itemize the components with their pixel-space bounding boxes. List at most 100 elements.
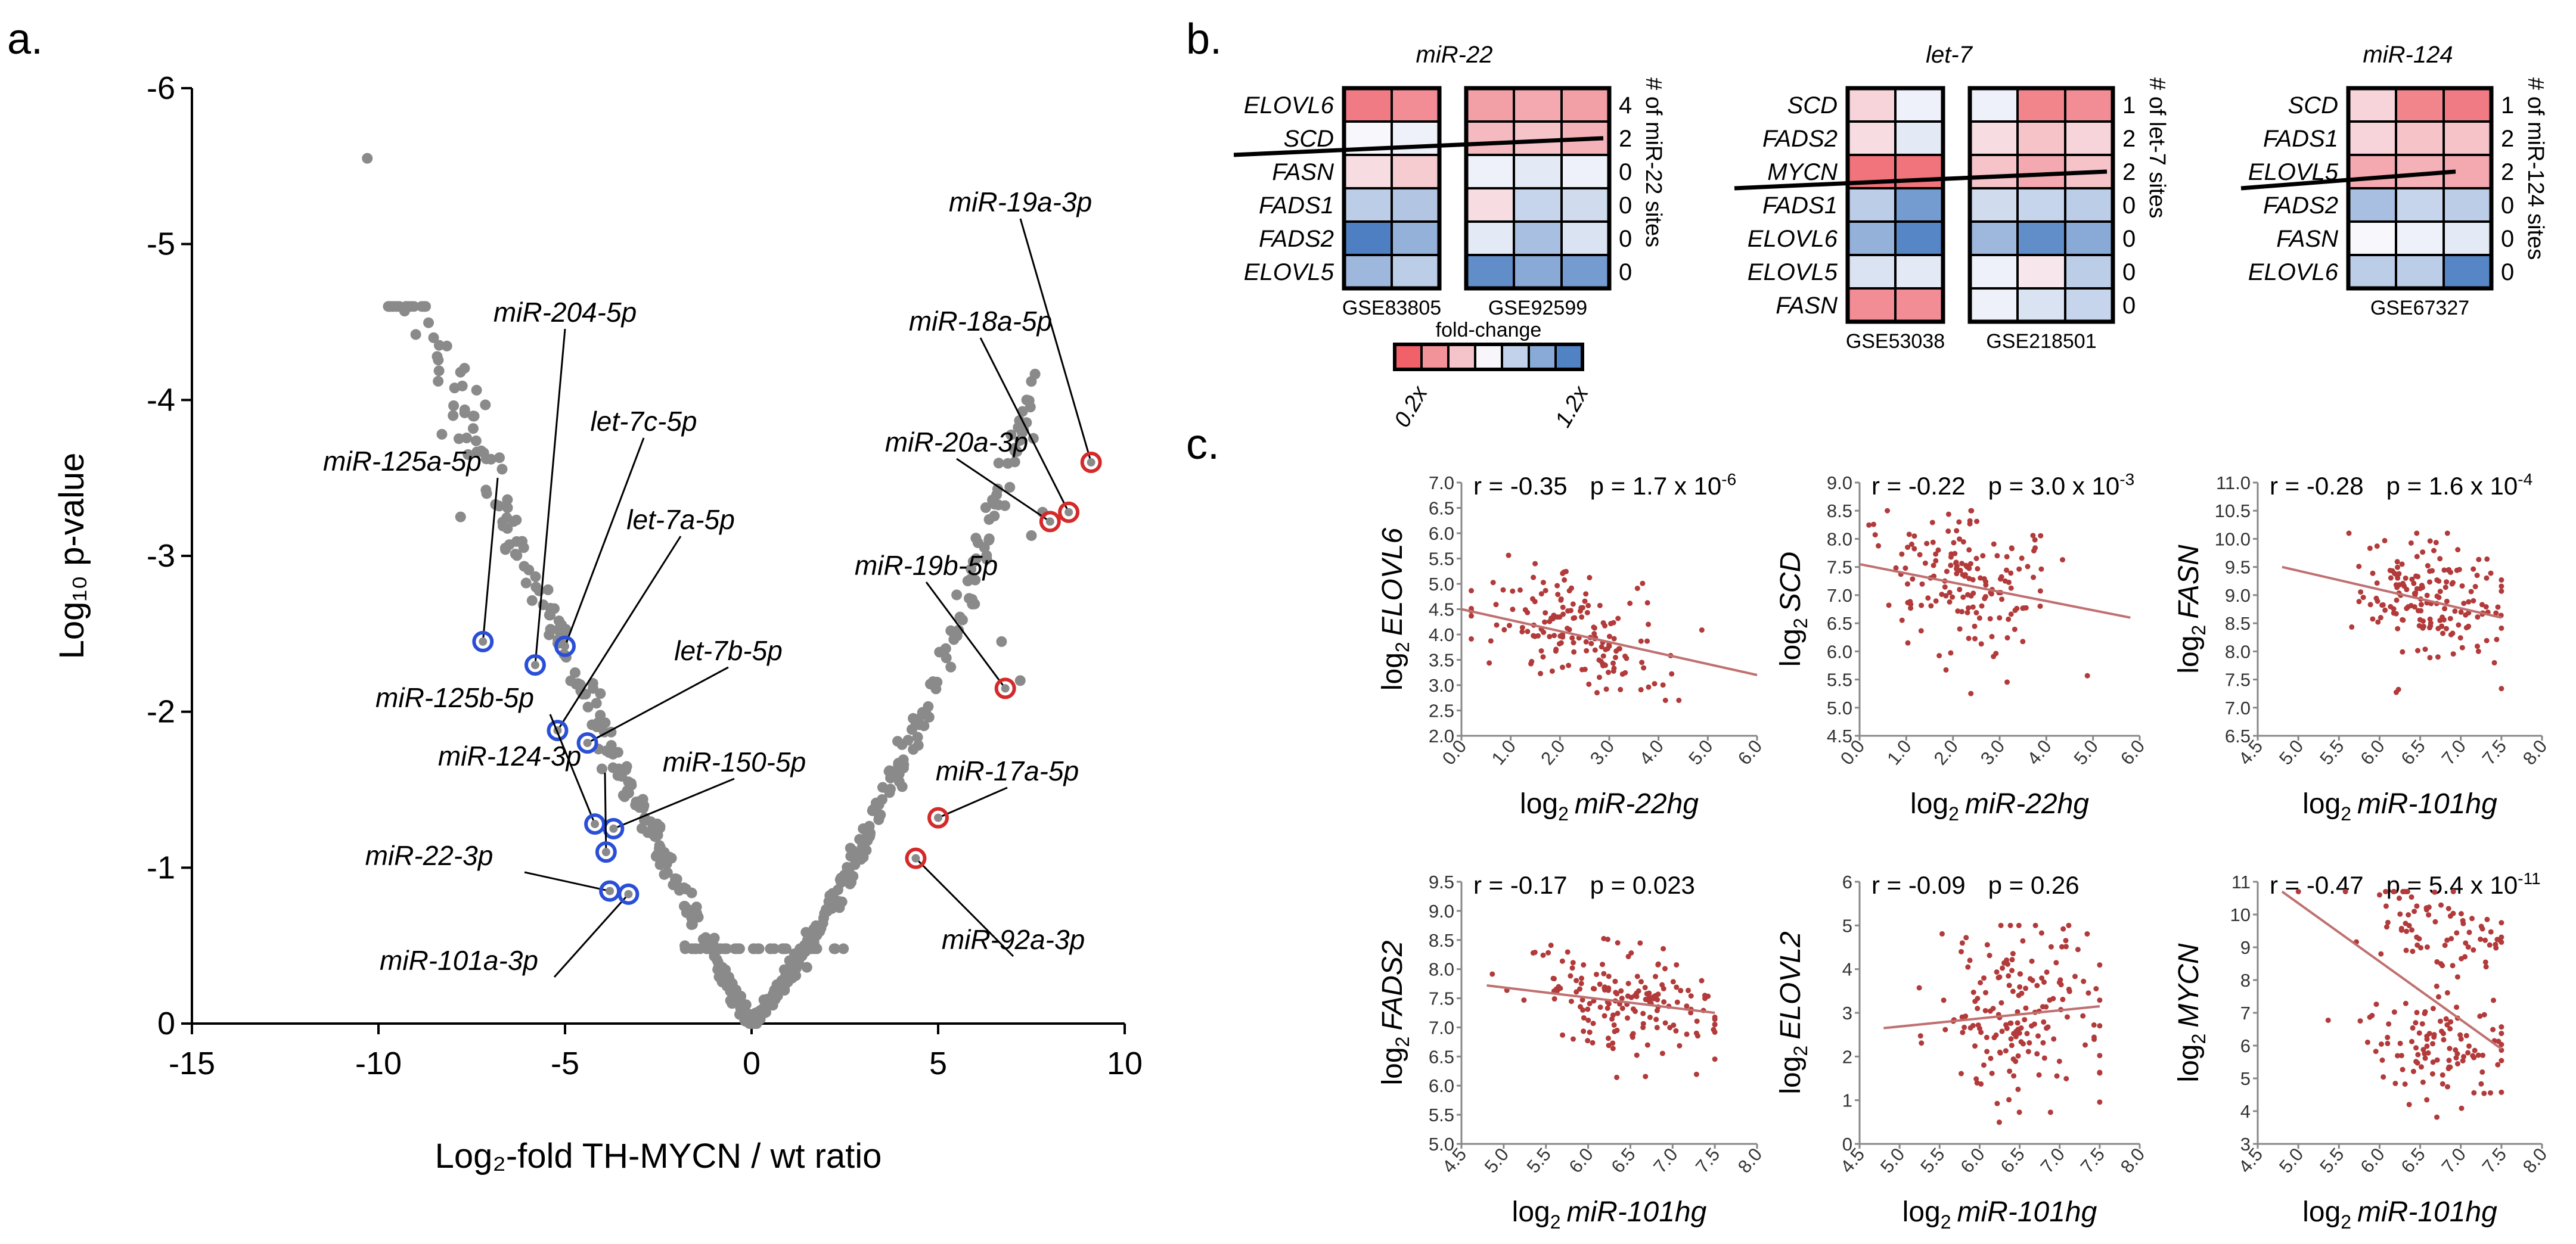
heatmap-cell	[1513, 120, 1563, 156]
scatter-point	[2420, 1079, 2426, 1085]
scatter-point	[2479, 926, 2485, 932]
scatter-point	[2395, 575, 2401, 581]
scatter-point	[2483, 964, 2489, 970]
scatter-point	[1966, 547, 1972, 553]
scatter-point	[2015, 1009, 2021, 1015]
scatter-point	[2085, 990, 2091, 996]
gene-label: SCD	[1284, 126, 1334, 152]
scatter-point	[1945, 528, 1951, 534]
scatter-point	[1660, 682, 1666, 688]
scatter-point	[1618, 988, 1624, 994]
scatter-point	[2414, 903, 2420, 909]
scatter-point	[2434, 1114, 2440, 1120]
heatmap-cell	[1513, 220, 1563, 256]
heatmap-cell	[1969, 87, 2019, 123]
scatter-point	[1578, 981, 1584, 987]
scatter-x-tick-label: 6.5	[1607, 1144, 1640, 1177]
highlight-point	[1045, 517, 1054, 526]
scatter-point	[2020, 639, 2026, 645]
scatter-point	[1565, 949, 1571, 955]
scatter-point	[1972, 636, 1978, 642]
y-tick-label: -2	[147, 694, 175, 730]
heatmap-cell	[2064, 287, 2114, 323]
scatter-point	[2463, 625, 2469, 631]
scatter-point	[2047, 1109, 2053, 1115]
scatter-point	[1948, 562, 1954, 568]
scatter-point	[2097, 962, 2103, 968]
scatter-point	[2018, 1039, 2024, 1045]
scatter-point	[1688, 1010, 1694, 1016]
scatter-point	[1674, 999, 1680, 1005]
site-count: 2	[2501, 159, 2514, 185]
scatter-point	[2444, 937, 2450, 943]
heatmap-cell	[2016, 87, 2066, 123]
scatter-point	[1630, 1031, 1636, 1037]
scatter-y-tick-label: 9.0	[2225, 585, 2251, 606]
volcano-point	[884, 787, 895, 798]
label-leader-line	[956, 458, 1051, 523]
legend-swatch	[1474, 343, 1503, 371]
scatter-x-tick-label: 6.5	[2397, 736, 2429, 769]
scatter-point	[2397, 1040, 2403, 1046]
dataset-label: GSE67327	[2370, 297, 2469, 319]
scatter-x-tick-label: 4.0	[1635, 736, 1668, 769]
scatter-point	[2031, 548, 2037, 553]
scatter-point	[1606, 1043, 1612, 1049]
volcano-point	[383, 301, 394, 312]
scatter-point	[1606, 670, 1612, 676]
regression-line	[2281, 890, 2503, 1050]
mirna-label: let-7a-5p	[626, 504, 735, 535]
scatter-point	[2471, 1090, 2477, 1096]
scatter-point	[1997, 1050, 2003, 1056]
heatmap-cell	[1894, 254, 1944, 290]
volcano-point	[837, 872, 848, 884]
scatter-point	[2488, 1090, 2494, 1096]
scatter-point	[2383, 889, 2389, 894]
volcano-point	[953, 624, 964, 636]
scatter-point	[1543, 610, 1548, 616]
scatter-point	[2411, 909, 2417, 915]
scatter-point	[2400, 617, 2406, 623]
scatter-point	[1930, 539, 1936, 545]
scatter-point	[1593, 971, 1599, 977]
heatmap-block-border	[1464, 86, 1612, 291]
scatter-x-tick-label: 1.0	[1883, 736, 1916, 769]
scatter-point	[1905, 545, 1911, 551]
scatter-point	[2495, 1062, 2501, 1068]
scatter-point	[1981, 975, 1987, 981]
scatter-point	[2379, 602, 2385, 608]
heatmap-cell	[1391, 187, 1441, 223]
scatter-point	[1677, 1043, 1683, 1049]
scatter-y-tick-label: 3.0	[1429, 675, 1454, 696]
volcano-point	[821, 906, 833, 917]
volcano-point	[523, 564, 535, 576]
heatmap-cell	[1969, 287, 2019, 323]
scatter-point	[1568, 999, 1574, 1004]
scatter-point	[2015, 1027, 2021, 1032]
scatter-point	[1579, 975, 1585, 981]
scatter-point	[2066, 922, 2072, 928]
scatter-point	[2442, 943, 2448, 948]
scatter-point	[2445, 906, 2451, 912]
scatter-point	[1983, 582, 1989, 588]
scatter-x-tick-label: 7.5	[2478, 736, 2511, 769]
scatter-point	[1967, 518, 1973, 524]
mirna-label: miR-204-5p	[494, 297, 637, 328]
scatter-point	[1959, 940, 1965, 946]
heatmap-cell	[2347, 220, 2397, 256]
scatter-point	[1604, 1005, 1610, 1011]
scatter-point	[1917, 552, 1923, 558]
scatter-point	[1587, 575, 1593, 581]
scatter-point	[2389, 568, 2395, 574]
scatter-point	[1975, 1006, 1981, 1012]
scatter-point	[2397, 911, 2403, 917]
volcano-point	[650, 831, 661, 842]
scatter-point	[2006, 1097, 2012, 1103]
scatter-point	[1612, 978, 1618, 984]
volcano-point	[433, 365, 445, 377]
scatter-point	[2367, 602, 2373, 608]
scatter-point	[1886, 602, 1892, 608]
scatter-point	[1933, 558, 1939, 564]
scatter-point	[1600, 653, 1606, 659]
scatter-point	[1917, 1033, 1923, 1039]
